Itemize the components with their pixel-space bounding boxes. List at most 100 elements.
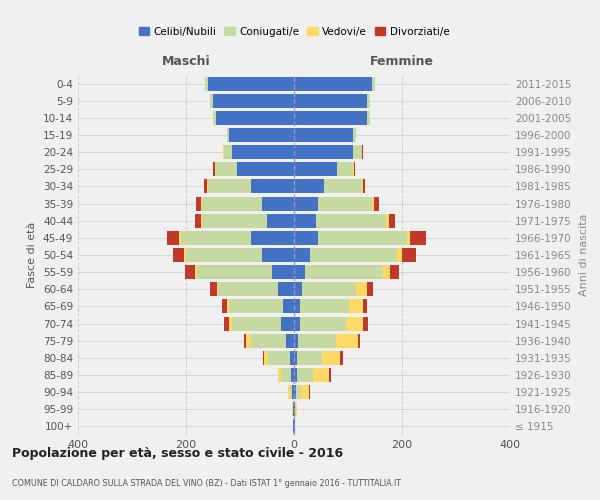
Bar (173, 248, 184, 262)
Bar (287, 385, 290, 399)
Bar (340, 351, 343, 365)
Bar (407, 231, 410, 245)
Bar (224, 145, 232, 159)
Bar (367, 94, 370, 108)
Bar (361, 180, 362, 194)
Bar (294, 128, 353, 142)
Bar (211, 282, 217, 296)
Bar (224, 316, 229, 330)
Bar (367, 111, 370, 125)
Bar (292, 385, 294, 399)
Bar (179, 231, 181, 245)
Bar (295, 402, 296, 416)
Bar (296, 385, 301, 399)
Bar (185, 265, 195, 279)
Bar (272, 265, 294, 279)
Bar (372, 76, 375, 90)
Bar (389, 214, 395, 228)
Bar (184, 248, 186, 262)
Text: Popolazione per età, sesso e stato civile - 2016: Popolazione per età, sesso e stato civil… (12, 448, 343, 460)
Bar (202, 214, 267, 228)
Bar (309, 385, 310, 399)
Bar (362, 300, 367, 314)
Bar (218, 282, 278, 296)
Bar (358, 334, 361, 347)
Bar (297, 351, 322, 365)
Bar (296, 368, 313, 382)
Bar (281, 316, 294, 330)
Bar (262, 248, 294, 262)
Bar (208, 76, 294, 90)
Bar (294, 76, 372, 90)
Bar (329, 368, 331, 382)
Bar (206, 180, 208, 194)
Bar (313, 368, 329, 382)
Bar (322, 351, 340, 365)
Text: Femmine: Femmine (370, 55, 434, 68)
Bar (397, 248, 402, 262)
Bar (201, 196, 202, 210)
Bar (195, 265, 197, 279)
Bar (213, 111, 216, 125)
Bar (227, 300, 229, 314)
Bar (389, 265, 400, 279)
Bar (268, 351, 290, 365)
Bar (294, 300, 301, 314)
Bar (296, 402, 297, 416)
Bar (251, 180, 294, 194)
Bar (216, 162, 238, 176)
Bar (402, 248, 415, 262)
Bar (362, 316, 368, 330)
Bar (181, 231, 251, 245)
Bar (194, 214, 201, 228)
Bar (216, 111, 294, 125)
Bar (208, 180, 251, 194)
Bar (374, 196, 379, 210)
Bar (232, 316, 281, 330)
Legend: Celibi/Nubili, Coniugati/e, Vedovi/e, Divorziati/e: Celibi/Nubili, Coniugati/e, Vedovi/e, Di… (134, 22, 454, 41)
Bar (294, 94, 367, 108)
Bar (336, 334, 358, 347)
Bar (278, 282, 294, 296)
Bar (229, 300, 283, 314)
Bar (346, 316, 362, 330)
Bar (294, 334, 298, 347)
Bar (294, 316, 301, 330)
Bar (293, 420, 294, 434)
Bar (367, 282, 373, 296)
Bar (264, 351, 268, 365)
Bar (229, 316, 232, 330)
Bar (290, 351, 294, 365)
Bar (186, 248, 262, 262)
Bar (197, 265, 272, 279)
Text: COMUNE DI CALDARO SULLA STRADA DEL VINO (BZ) - Dati ISTAT 1° gennaio 2016 - TUTT: COMUNE DI CALDARO SULLA STRADA DEL VINO … (12, 479, 401, 488)
Bar (310, 248, 397, 262)
Bar (298, 334, 336, 347)
Bar (204, 180, 206, 194)
Bar (294, 196, 319, 210)
Bar (229, 128, 294, 142)
Bar (349, 300, 362, 314)
Bar (301, 385, 309, 399)
Bar (319, 231, 407, 245)
Bar (294, 162, 337, 176)
Bar (213, 94, 294, 108)
Bar (294, 265, 305, 279)
Bar (211, 94, 213, 108)
Bar (294, 385, 296, 399)
Bar (386, 214, 389, 228)
Bar (263, 351, 264, 365)
Bar (301, 316, 346, 330)
Bar (201, 214, 202, 228)
Bar (294, 351, 297, 365)
Bar (215, 162, 216, 176)
Bar (227, 128, 229, 142)
Bar (337, 162, 353, 176)
Bar (278, 368, 281, 382)
Bar (324, 180, 361, 194)
Bar (262, 196, 294, 210)
Bar (294, 214, 316, 228)
Bar (294, 180, 324, 194)
Bar (202, 196, 262, 210)
Bar (251, 334, 286, 347)
